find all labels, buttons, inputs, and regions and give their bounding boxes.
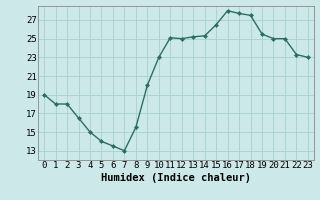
X-axis label: Humidex (Indice chaleur): Humidex (Indice chaleur) bbox=[101, 173, 251, 183]
